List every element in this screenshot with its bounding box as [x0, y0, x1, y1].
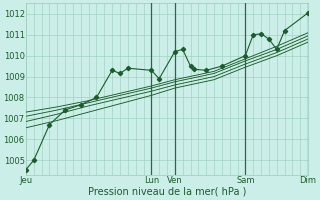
X-axis label: Pression niveau de la mer( hPa ): Pression niveau de la mer( hPa ) — [88, 187, 246, 197]
